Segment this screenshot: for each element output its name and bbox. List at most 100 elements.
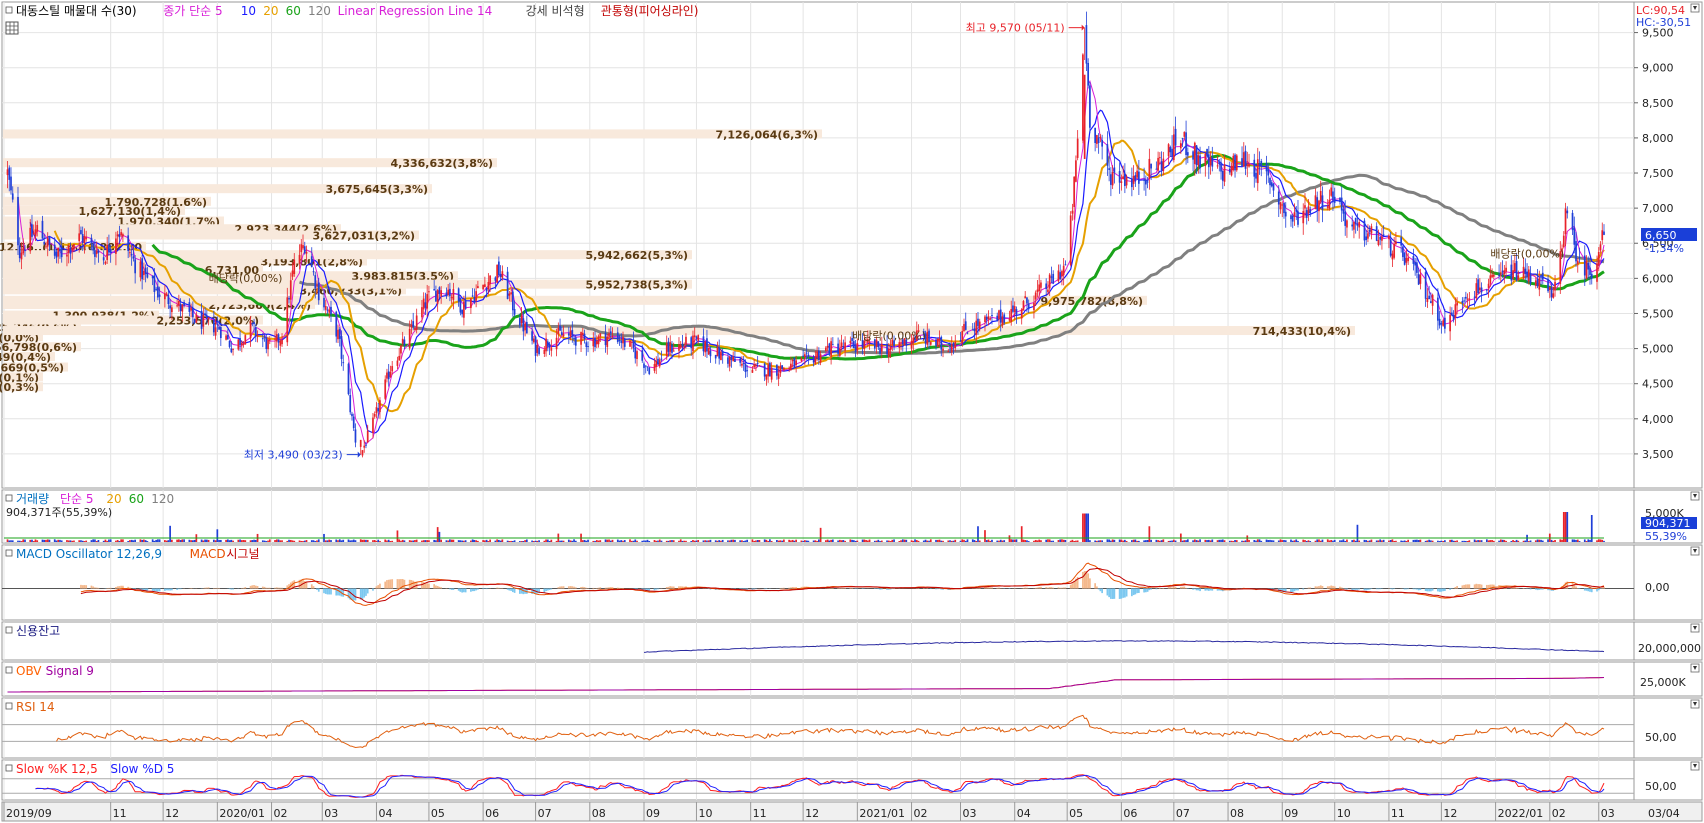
volume-bar <box>1561 539 1563 542</box>
candle-body <box>1283 202 1285 214</box>
candle-body <box>940 336 943 350</box>
volume-bar <box>1001 540 1004 542</box>
volume-bar <box>1010 539 1013 542</box>
volume-bar <box>595 540 598 542</box>
volume-bar <box>384 539 387 542</box>
macd-oscillator-bar <box>753 588 756 590</box>
last-price-badge <box>1641 228 1697 241</box>
volume-bar <box>991 539 993 542</box>
volume-bar <box>1576 539 1579 542</box>
grid-toggle-icon[interactable] <box>5 21 19 35</box>
candle-body <box>665 343 668 357</box>
macd-oscillator-bar <box>1314 586 1317 589</box>
candle-body <box>53 244 56 256</box>
volume-bar <box>302 540 304 542</box>
candle-body <box>71 247 74 251</box>
volume-bar <box>952 540 955 542</box>
candle-body <box>401 338 404 344</box>
candle-body <box>1015 309 1018 315</box>
volume-bar <box>134 539 137 542</box>
volume-bar <box>1316 539 1319 542</box>
volume-profile-bar <box>3 362 68 372</box>
volume-bar <box>1416 539 1418 542</box>
candle-body <box>302 245 304 249</box>
volume-profile-bar <box>3 264 263 274</box>
candle-body <box>751 369 754 373</box>
macd-oscillator-bar <box>1061 587 1063 589</box>
volume-bar <box>573 539 575 542</box>
macd-oscillator-bar <box>793 587 796 589</box>
volume-bar <box>237 539 240 542</box>
macd-oscillator-bar <box>679 586 682 589</box>
volume-bar <box>340 540 343 542</box>
volume-last-value: 904,371 <box>1645 517 1691 530</box>
candle-body <box>693 335 696 338</box>
macd-oscillator-bar <box>97 587 100 589</box>
volume-bar <box>1589 539 1591 542</box>
volume-bar <box>254 539 257 542</box>
candle-body <box>190 308 192 311</box>
candle-body <box>599 333 602 337</box>
volume-toggle-icon <box>5 494 13 502</box>
volume-bar <box>286 540 289 542</box>
candle-body <box>984 316 986 322</box>
volume-bar <box>1444 540 1446 542</box>
price-annotations: 최고 9,570 (05/11)최저 3,490 (03/23)배당락(0,00… <box>209 22 1565 462</box>
volume-bar <box>410 540 413 542</box>
candle-body <box>1034 292 1037 300</box>
volume-bar <box>69 540 72 542</box>
candle-body <box>373 413 376 417</box>
candle-body <box>767 364 770 377</box>
volume-bar <box>1407 539 1410 542</box>
candle-body <box>375 407 378 414</box>
candle-body <box>987 316 990 319</box>
candle-body <box>1351 224 1354 227</box>
volume-bar <box>1216 540 1219 542</box>
macd-oscillator-bar <box>1354 588 1357 590</box>
volume-bar <box>901 539 904 542</box>
macd-oscillator-bar <box>1209 588 1212 591</box>
volume-bar <box>457 540 460 542</box>
candle-body <box>1368 229 1371 232</box>
macd-oscillator-bar <box>1424 588 1427 592</box>
candle-body <box>844 342 846 351</box>
time-tick-label: 07 <box>1176 807 1190 820</box>
candle-body <box>1136 170 1138 178</box>
candle-body <box>1284 211 1287 217</box>
candle-body <box>1578 256 1581 258</box>
volume-profile-bar <box>3 279 692 289</box>
volume-bar <box>251 540 254 542</box>
macd-oscillator-bar <box>644 588 647 591</box>
candle-body <box>1003 314 1006 323</box>
volume-bar <box>191 540 194 542</box>
candle-body <box>45 246 47 248</box>
volume-bar <box>954 539 957 542</box>
volume-bar <box>669 540 672 542</box>
macd-oscillator-bar <box>828 587 831 589</box>
candle-body <box>1321 195 1324 210</box>
volume-bar <box>683 540 686 542</box>
macd-oscillator-bar <box>1113 588 1116 599</box>
macd-oscillator-bar <box>648 588 651 591</box>
volume-bar <box>1304 540 1306 542</box>
candle-body <box>555 337 558 350</box>
volume-bar <box>1339 540 1341 542</box>
volume-profile-bar <box>3 342 81 352</box>
candle-body <box>765 374 768 380</box>
macd-oscillator-bar <box>915 587 918 589</box>
macd-oscillator-bar <box>1461 585 1464 589</box>
macd-oscillator-bar <box>585 587 588 589</box>
volume-bar <box>861 539 864 542</box>
volume-bar <box>961 539 964 542</box>
candle-body <box>165 293 168 296</box>
candle-body <box>1489 275 1492 284</box>
volume-bar <box>218 539 220 542</box>
volume-bar <box>1283 540 1285 542</box>
candle-body <box>1101 139 1103 147</box>
volume-bar <box>1333 539 1336 542</box>
volume-bar <box>129 540 131 542</box>
candle-body <box>522 318 525 332</box>
candle-body <box>216 323 219 325</box>
candle-body <box>387 371 390 380</box>
